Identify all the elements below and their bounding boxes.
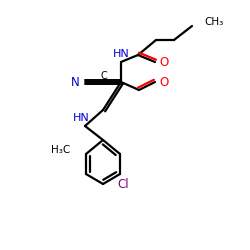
Text: HN: HN [112, 49, 130, 59]
Text: O: O [160, 76, 168, 88]
Text: HN: HN [72, 113, 90, 123]
Text: H₃C: H₃C [51, 145, 70, 155]
Text: O: O [160, 56, 168, 68]
Text: CH₃: CH₃ [204, 17, 223, 27]
Text: Cl: Cl [117, 178, 129, 190]
Text: C: C [100, 71, 107, 81]
Text: N: N [71, 76, 80, 88]
